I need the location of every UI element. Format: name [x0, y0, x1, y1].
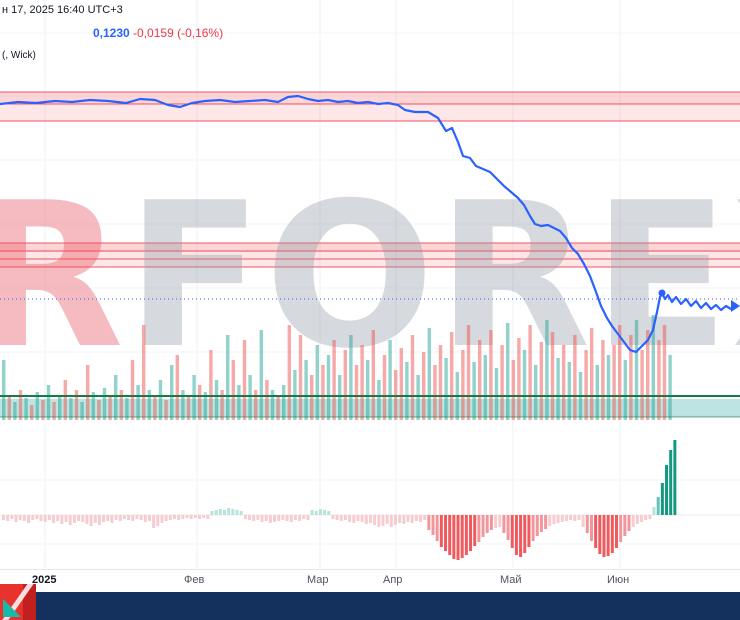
- watermark-text: RFOREX.c: [0, 160, 740, 393]
- axis-separator: [0, 569, 740, 570]
- x-axis-label: Мар: [307, 574, 329, 586]
- gridlines: [0, 0, 740, 568]
- legend-price-value: 0,1230: [93, 26, 130, 40]
- legend-datetime: н 17, 2025 16:40 UTC+3: [2, 4, 123, 16]
- logo-triangle-shape: [3, 599, 21, 617]
- broker-logo-icon: [0, 584, 36, 620]
- x-axis-label: Май: [500, 574, 522, 586]
- resistance-zones: [0, 91, 740, 268]
- x-axis[interactable]: 2025 Фев Мар Апр Май Июн: [0, 571, 740, 591]
- bottom-bar: [0, 592, 740, 620]
- x-axis-label: 2025: [32, 574, 57, 586]
- x-axis-label: Фев: [184, 574, 205, 586]
- oscillator-histogram: [0, 440, 740, 560]
- legend-price-change: -0,0159 (-0,16%): [133, 26, 224, 40]
- x-axis-label: Июн: [607, 574, 630, 586]
- volume-bars: [0, 315, 740, 420]
- x-axis-label: Апр: [383, 574, 403, 586]
- price-line: [0, 94, 740, 354]
- legend-sub-label: (, Wick): [2, 50, 36, 61]
- legend-price-row: 0,1230 -0,0159 (-0,16%): [93, 26, 223, 40]
